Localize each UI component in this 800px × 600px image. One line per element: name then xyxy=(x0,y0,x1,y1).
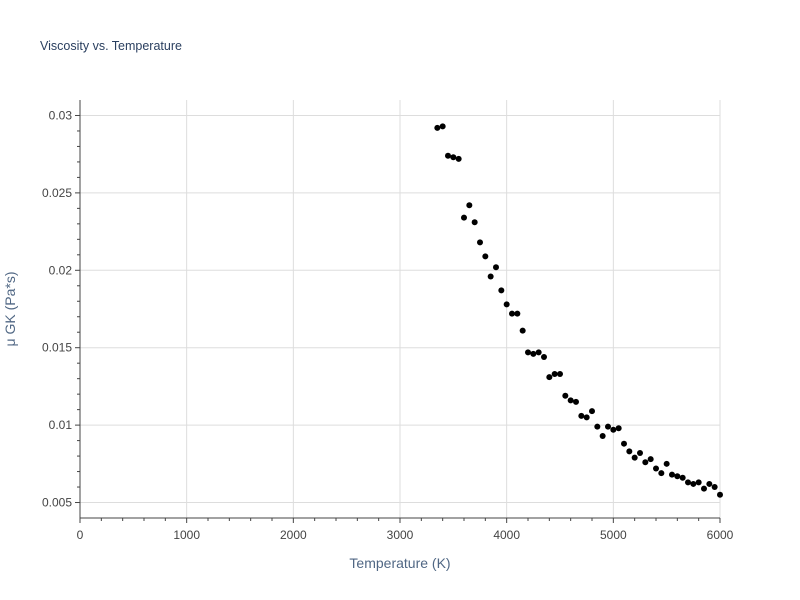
x-tick-label: 4000 xyxy=(493,528,520,542)
x-tick-label: 5000 xyxy=(600,528,627,542)
data-point xyxy=(498,287,505,294)
data-point xyxy=(615,425,622,432)
data-point xyxy=(717,491,723,498)
y-tick-label: 0.02 xyxy=(49,263,73,277)
data-point xyxy=(445,152,451,159)
data-point xyxy=(695,479,702,486)
y-tick-label: 0.005 xyxy=(42,496,72,510)
y-tick-label: 0.025 xyxy=(42,186,72,200)
data-point xyxy=(493,264,499,271)
data-point xyxy=(663,460,670,467)
y-tick-label: 0.01 xyxy=(49,418,73,432)
data-point xyxy=(525,349,531,356)
data-point xyxy=(562,392,569,399)
data-point xyxy=(626,448,633,455)
data-point xyxy=(658,470,665,477)
y-axis-title: μ GK (Pa*s) xyxy=(2,272,18,347)
data-point xyxy=(679,474,686,481)
data-point xyxy=(557,371,563,378)
data-point xyxy=(535,349,542,356)
grid xyxy=(80,100,721,518)
data-point xyxy=(541,353,547,360)
data-point xyxy=(477,239,483,246)
data-point xyxy=(450,154,457,161)
data-point xyxy=(642,459,649,466)
data-point xyxy=(706,480,713,487)
data-point xyxy=(461,214,467,221)
x-tick-label: 6000 xyxy=(707,528,734,542)
data-point xyxy=(551,371,558,378)
data-point xyxy=(631,454,638,461)
data-point xyxy=(578,412,585,419)
data-point xyxy=(685,479,691,486)
data-point xyxy=(583,414,590,421)
data-point xyxy=(434,124,441,131)
data-point xyxy=(690,480,697,487)
data-point xyxy=(669,471,675,478)
data-point xyxy=(530,350,537,357)
x-axis-title: Temperature (K) xyxy=(349,555,450,571)
data-point xyxy=(701,485,707,492)
y-tick-label: 0.03 xyxy=(49,108,73,122)
data-point xyxy=(503,301,510,308)
data-point xyxy=(594,423,601,430)
data-point xyxy=(573,398,579,405)
x-tick-label: 0 xyxy=(77,528,84,542)
data-point xyxy=(589,408,595,415)
y-tick-label: 0.015 xyxy=(42,341,72,355)
data-point xyxy=(674,473,681,480)
data-point xyxy=(610,426,617,433)
data-point xyxy=(482,253,489,260)
data-point xyxy=(567,397,574,404)
data-point xyxy=(605,423,611,430)
data-point xyxy=(514,310,521,317)
data-point xyxy=(546,374,553,381)
data-point xyxy=(455,155,462,162)
data-point xyxy=(487,273,494,280)
data-point xyxy=(519,327,526,334)
data-point xyxy=(471,219,478,226)
data-point xyxy=(509,310,515,317)
data-point xyxy=(647,456,654,463)
x-tick-label: 1000 xyxy=(173,528,200,542)
x-tick-label: 3000 xyxy=(387,528,414,542)
data-point xyxy=(637,449,643,456)
chart-title: Viscosity vs. Temperature xyxy=(40,39,182,53)
ticks: 0 1000 2000 3000 4000 5000 6000 0.005 0.01 0.015 0… xyxy=(42,108,734,542)
x-tick-label: 2000 xyxy=(280,528,307,542)
data-points xyxy=(434,123,723,498)
data-point xyxy=(439,123,446,130)
data-point xyxy=(466,202,473,209)
data-point xyxy=(621,440,627,447)
data-point xyxy=(711,484,718,491)
data-point xyxy=(599,432,606,439)
data-point xyxy=(653,465,659,472)
